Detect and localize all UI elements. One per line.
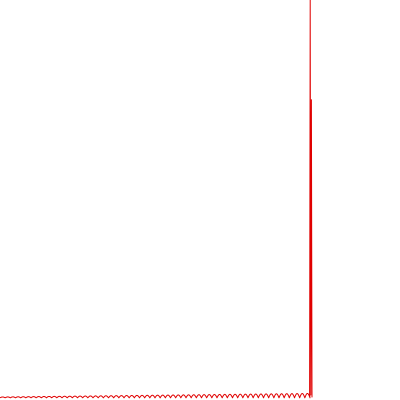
series-line-signal xyxy=(0,0,313,399)
series-layer xyxy=(0,0,313,399)
